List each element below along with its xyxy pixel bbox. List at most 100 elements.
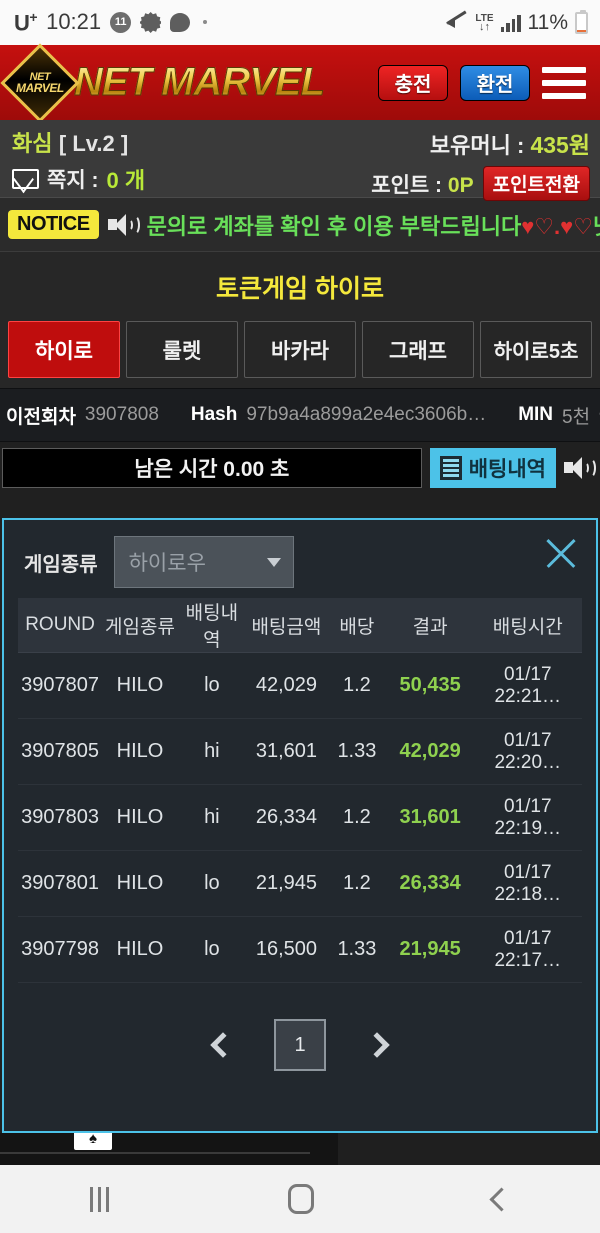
cell-amount: 16,500 — [245, 916, 328, 983]
notice-text: 문의로 계좌를 확인 후 이용 부탁드립니다♥♡.♥♡넛 — [146, 213, 600, 239]
cell-result: 31,601 — [386, 784, 474, 851]
cell-time: 01/17 22:20… — [473, 718, 582, 785]
tab-roulette[interactable]: 룰렛 — [126, 321, 238, 378]
site-header: NET MARVEL NET MARVEL 충전 환전 — [0, 42, 600, 123]
signal-bars-icon — [500, 14, 521, 32]
exchange-button[interactable]: 환전 — [460, 64, 530, 101]
pagination: 1 — [18, 1019, 582, 1071]
tab-hilo[interactable]: 하이로 — [8, 321, 120, 378]
cell-odds: 1.2 — [327, 784, 387, 851]
battery-icon — [575, 9, 588, 34]
gear-icon — [140, 11, 162, 33]
hamburger-menu-icon[interactable] — [542, 66, 586, 99]
prev-round-label: 이전회차 — [6, 406, 76, 428]
battery-percent-label: 11% — [527, 10, 568, 34]
cell-round: 3907798 — [18, 916, 103, 983]
game-tabs: 하이로 룰렛 바카라 그래프 하이로5초 — [0, 321, 600, 388]
charge-button[interactable]: 충전 — [378, 64, 448, 101]
clock-label: 10:21 — [46, 9, 102, 35]
cell-amount: 21,945 — [245, 850, 328, 917]
cell-bet: hi — [177, 718, 246, 785]
point-convert-button[interactable]: 포인트전환 — [482, 166, 590, 201]
round-info-bar: 이전회차 3907808 Hash 97b9a4a899a2e4ec3606b…… — [0, 388, 600, 442]
table-body: 3907807 HILO lo 42,029 1.2 50,435 01/17 … — [18, 652, 582, 983]
chevron-right-icon[interactable] — [364, 1032, 390, 1058]
chevron-left-icon[interactable] — [210, 1032, 236, 1058]
col-header-odds: 배당 — [327, 598, 387, 653]
cell-game: HILO — [102, 916, 178, 983]
envelope-icon — [12, 169, 39, 189]
col-header-bet-detail: 배팅내역 — [177, 598, 246, 653]
logo-wordmark: NET MARVEL — [74, 60, 326, 105]
user-identity: 화심 [ Lv.2 ] 쪽지 : 0 개 — [12, 126, 145, 195]
user-info-bar: 화심 [ Lv.2 ] 쪽지 : 0 개 보유머니 : 435원 포인트 : 0… — [0, 120, 600, 201]
mute-icon — [446, 10, 468, 32]
cell-round: 3907803 — [18, 784, 103, 851]
game-type-selected-value: 하이로우 — [128, 552, 206, 575]
blob-icon — [170, 12, 191, 32]
modal-header: 게임종류 하이로우 — [4, 520, 596, 598]
dot-icon — [203, 20, 208, 25]
cell-time: 01/17 22:17… — [473, 916, 582, 983]
cell-amount: 42,029 — [245, 652, 328, 719]
tab-hilo5s[interactable]: 하이로5초 — [480, 321, 592, 378]
cell-round: 3907805 — [18, 718, 103, 785]
recents-icon[interactable] — [89, 1186, 109, 1212]
status-bar-right: LTE ↓↑ 11% — [446, 9, 588, 35]
table-row[interactable]: 3907801 HILO lo 21,945 1.2 26,334 01/17 … — [18, 850, 582, 917]
hash-label: Hash — [190, 404, 238, 425]
cell-time: 01/17 22:18… — [473, 850, 582, 917]
notice-bar[interactable]: NOTICE 문의로 계좌를 확인 후 이용 부탁드립니다♥♡.♥♡넛 — [0, 198, 600, 252]
sound-toggle-icon[interactable] — [564, 456, 596, 480]
cell-result: 50,435 — [386, 652, 474, 719]
cell-round: 3907801 — [18, 850, 103, 917]
cell-amount: 31,601 — [245, 718, 328, 785]
carrier-label: U+ — [14, 8, 38, 36]
prev-round-value: 3907808 — [84, 404, 159, 425]
tab-graph[interactable]: 그래프 — [362, 321, 474, 378]
page-button-1[interactable]: 1 — [274, 1019, 326, 1071]
countdown-timer: 남은 시간 0.00 초 — [2, 448, 422, 488]
cell-bet: lo — [177, 850, 246, 917]
game-board-strip-right — [338, 1133, 600, 1165]
game-type-select[interactable]: 하이로우 — [113, 536, 294, 588]
android-status-bar: U+ 10:21 11 LTE ↓↑ 11% — [0, 0, 600, 45]
bet-history-modal: 게임종류 하이로우 ROUND 게임종류 배팅내역 배팅금액 — [2, 518, 598, 1133]
bet-history-button[interactable]: 배팅내역 — [429, 448, 556, 488]
table-row[interactable]: 3907798 HILO lo 16,500 1.33 21,945 01/17… — [18, 916, 582, 983]
table-header-row: ROUND 게임종류 배팅내역 배팅금액 배당 결과 배팅시간 — [18, 598, 582, 653]
col-header-result: 결과 — [386, 598, 474, 653]
close-icon[interactable] — [540, 532, 582, 574]
cell-game: HILO — [102, 718, 178, 785]
home-icon[interactable] — [287, 1184, 314, 1214]
cell-result: 21,945 — [386, 916, 474, 983]
bet-history-label: 배팅내역 — [468, 458, 546, 481]
table-row[interactable]: 3907803 HILO hi 26,334 1.2 31,601 01/17 … — [18, 784, 582, 851]
cell-game: HILO — [102, 652, 178, 719]
list-icon — [439, 456, 462, 480]
cell-time: 01/17 22:21… — [473, 652, 582, 719]
cell-odds: 1.2 — [327, 652, 387, 719]
min-value: 5천 — [562, 406, 591, 428]
col-header-bet-time: 배팅시간 — [473, 598, 582, 653]
cell-round: 3907807 — [18, 652, 103, 719]
table-row[interactable]: 3907805 HILO hi 31,601 1.33 42,029 01/17… — [18, 718, 582, 785]
bet-history-table: ROUND 게임종류 배팅내역 배팅금액 배당 결과 배팅시간 3907807 … — [18, 598, 582, 983]
lte-icon: LTE ↓↑ — [475, 12, 494, 33]
cell-game: HILO — [102, 850, 178, 917]
point-label: 포인트 : 0P — [371, 173, 474, 197]
cell-amount: 26,334 — [245, 784, 328, 851]
cell-result: 42,029 — [386, 718, 474, 785]
site-logo[interactable]: NET MARVEL NET MARVEL — [0, 42, 326, 123]
user-message-row[interactable]: 쪽지 : 0 개 — [12, 163, 145, 195]
header-actions: 충전 환전 — [378, 64, 586, 101]
timer-row: 남은 시간 0.00 초 배팅내역 — [0, 442, 600, 496]
notification-badge-icon: 11 — [110, 11, 132, 33]
money-row: 보유머니 : 435원 — [429, 132, 590, 158]
user-balance: 보유머니 : 435원 포인트 : 0P 포인트전환 — [371, 126, 590, 201]
tab-baccarat[interactable]: 바카라 — [244, 321, 356, 378]
back-icon[interactable] — [489, 1186, 514, 1212]
message-count: 0 개 — [106, 168, 146, 193]
table-row[interactable]: 3907807 HILO lo 42,029 1.2 50,435 01/17 … — [18, 652, 582, 719]
game-type-label: 게임종류 — [24, 553, 98, 576]
